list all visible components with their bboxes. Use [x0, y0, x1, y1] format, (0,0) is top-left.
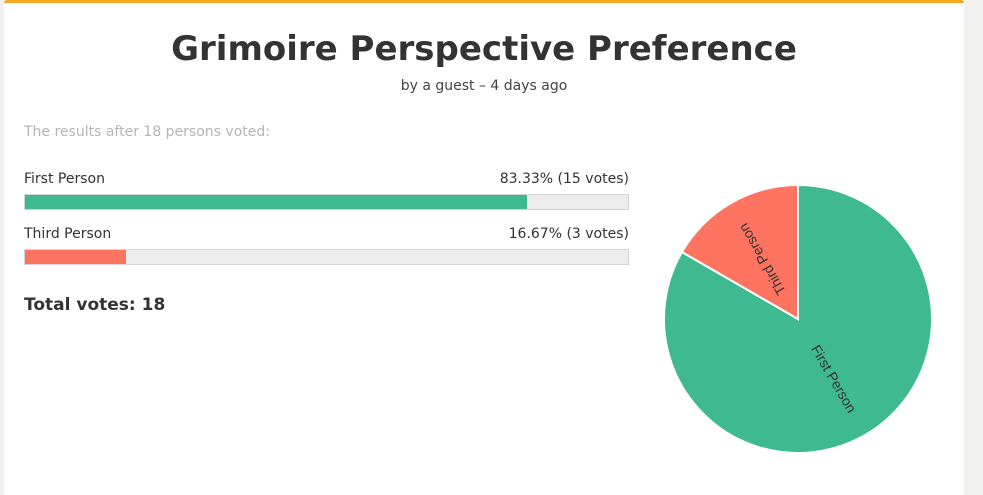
result-bar-track: [24, 249, 629, 265]
total-votes: Total votes: 18: [24, 295, 166, 315]
pie-slice: [680, 183, 799, 321]
results-intro: The results after 18 persons voted:: [24, 124, 270, 140]
result-bar-track: [24, 194, 629, 210]
option-label: Third Person: [24, 226, 112, 242]
poll-meta: by a guest – 4 days ago: [400, 78, 568, 94]
poll-title: Grimoire Perspective Preference: [171, 29, 797, 69]
result-bar-fill: [25, 195, 528, 209]
option-third-person: Third Person 16.67% (3 votes): [24, 226, 629, 265]
option-first-person: First Person 83.33% (15 votes): [24, 171, 629, 210]
option-result: 83.33% (15 votes): [499, 171, 629, 187]
poll-results-card: Grimoire Perspective Preference by a gue…: [4, 0, 964, 495]
option-label: First Person: [24, 171, 105, 187]
option-result: 16.67% (3 votes): [508, 226, 629, 242]
result-bar-fill: [25, 250, 126, 264]
